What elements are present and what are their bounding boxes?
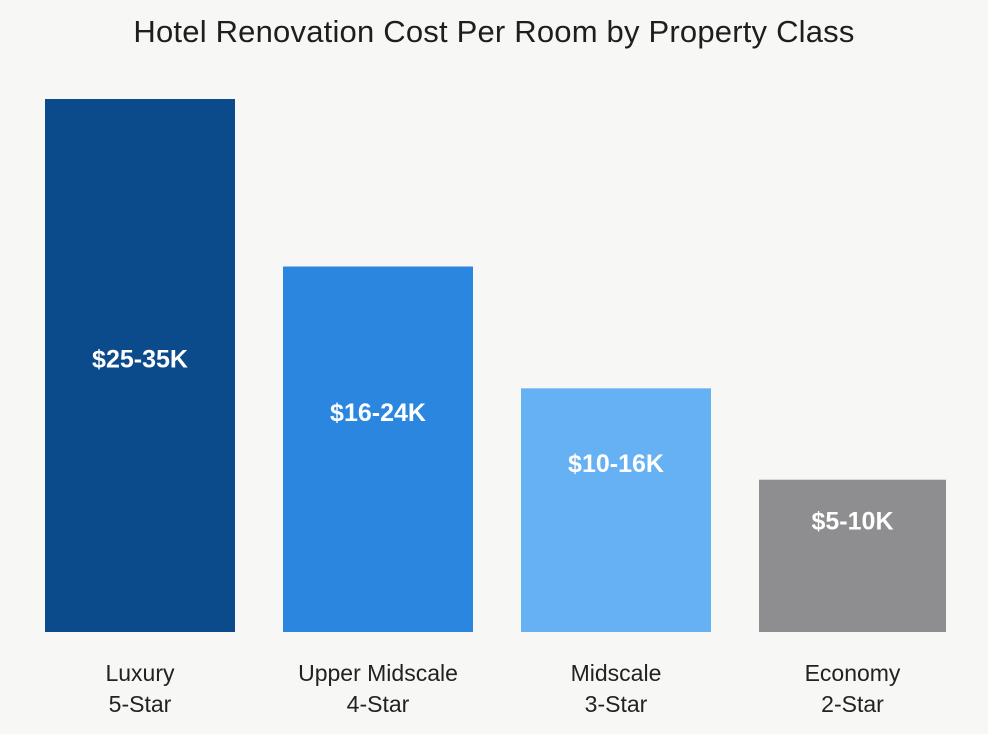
category-label-2-line1: Midscale xyxy=(571,660,662,686)
bar-value-label-2: $10-16K xyxy=(568,450,664,478)
bar-value-label-3: $5-10K xyxy=(812,507,894,535)
bar-1 xyxy=(283,266,473,632)
category-label-2-line2: 3-Star xyxy=(585,691,648,717)
bar-value-label-1: $16-24K xyxy=(330,399,426,427)
bar-3 xyxy=(759,479,946,632)
category-label-3-line1: Economy xyxy=(805,660,901,686)
chart-title: Hotel Renovation Cost Per Room by Proper… xyxy=(133,14,855,49)
category-label-0-line1: Luxury xyxy=(105,660,175,686)
category-label-0-line2: 5-Star xyxy=(109,691,172,717)
category-label-1-line1: Upper Midscale xyxy=(298,660,458,686)
bar-0 xyxy=(45,99,235,632)
bar-2 xyxy=(521,388,711,632)
bar-value-label-0: $25-35K xyxy=(92,346,188,374)
category-label-3-line2: 2-Star xyxy=(821,691,884,717)
category-label-1-line2: 4-Star xyxy=(347,691,410,717)
